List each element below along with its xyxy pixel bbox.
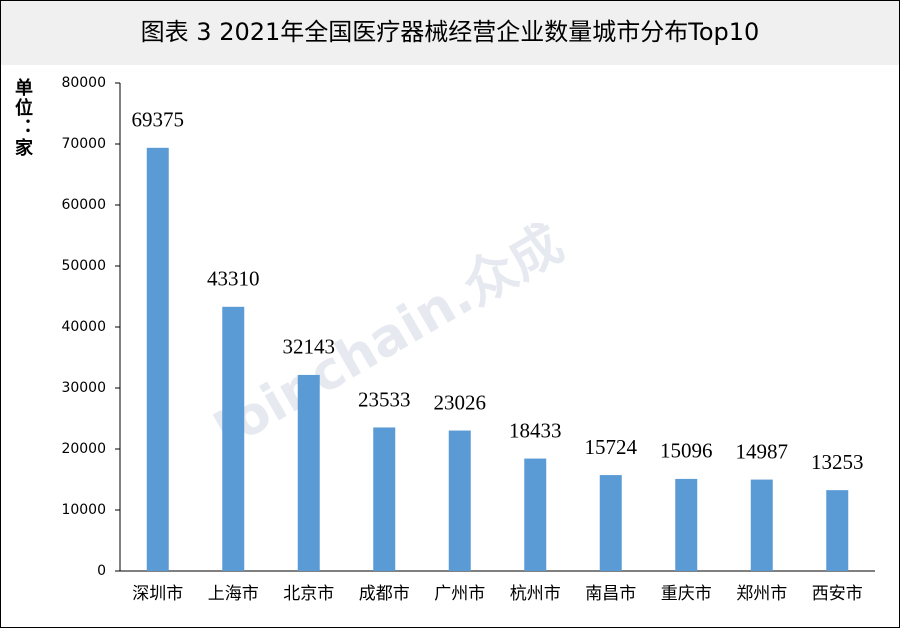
y-tick-label: 30000 <box>61 380 106 396</box>
x-tick-label: 南昌市 <box>585 584 636 604</box>
bar <box>222 306 245 571</box>
value-label: 32143 <box>283 335 336 359</box>
bar <box>146 147 169 571</box>
value-label: 13253 <box>811 450 864 474</box>
value-label: 23026 <box>434 390 487 414</box>
bar <box>675 478 698 571</box>
bar <box>373 427 396 571</box>
bar <box>826 490 849 571</box>
y-tick-label: 0 <box>97 563 106 579</box>
x-tick-label: 深圳市 <box>132 584 183 604</box>
y-tick-label: 10000 <box>61 502 106 518</box>
x-tick-label: 杭州市 <box>510 584 561 604</box>
y-tick-label: 80000 <box>61 75 106 91</box>
y-tick-label: 70000 <box>61 136 106 152</box>
value-label: 69375 <box>132 108 185 132</box>
value-label: 18433 <box>509 418 562 442</box>
value-label: 43310 <box>207 267 260 291</box>
bar <box>599 475 622 571</box>
value-label: 23533 <box>358 387 411 411</box>
title-bar <box>1 1 899 65</box>
x-tick-label: 成都市 <box>359 584 410 604</box>
bar <box>524 458 547 571</box>
y-tick-label: 40000 <box>61 319 106 335</box>
value-label: 15724 <box>585 435 638 459</box>
x-tick-label: 郑州市 <box>736 584 787 604</box>
y-tick-label: 20000 <box>61 441 106 457</box>
chart-title: 图表 3 2021年全国医疗器械经营企业数量城市分布Top10 <box>141 18 760 46</box>
y-axis-label: 单位：家 <box>12 77 33 158</box>
y-tick-label: 60000 <box>61 197 106 213</box>
bar <box>750 479 773 571</box>
bar <box>448 430 471 571</box>
x-tick-label: 西安市 <box>812 584 863 604</box>
value-label: 14987 <box>736 439 789 463</box>
x-tick-label: 北京市 <box>283 584 334 604</box>
x-tick-label: 广州市 <box>434 584 485 604</box>
value-label: 15096 <box>660 439 713 463</box>
y-tick-label: 50000 <box>61 258 106 274</box>
bar <box>297 374 320 571</box>
x-tick-label: 上海市 <box>208 584 259 604</box>
x-tick-label: 重庆市 <box>661 584 712 604</box>
